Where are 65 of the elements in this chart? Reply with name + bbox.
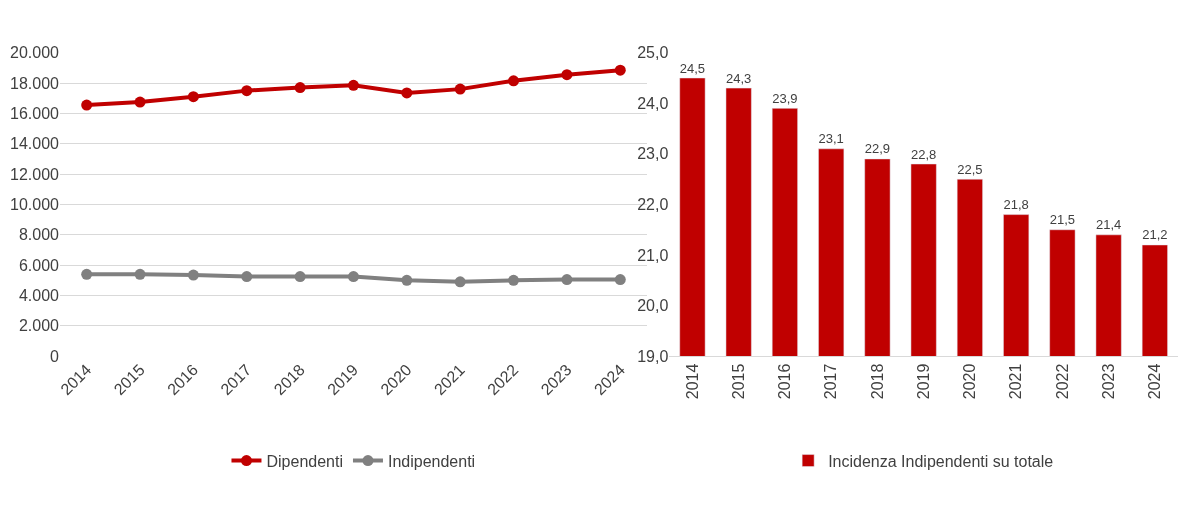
point xyxy=(241,271,253,283)
data-label: 22,9 xyxy=(864,141,891,157)
data-label: 21,4 xyxy=(1095,217,1122,233)
x-tick-label: 2024 xyxy=(1146,363,1164,400)
point xyxy=(187,269,199,281)
data-label: 21,8 xyxy=(1003,197,1029,213)
y-tick-label: 20,0 xyxy=(637,297,669,315)
point xyxy=(294,271,306,283)
point xyxy=(81,99,93,111)
y-tick-label: 8.000 xyxy=(18,226,60,244)
y-tick-label: 12.000 xyxy=(10,165,60,183)
y-tick-label: 23,0 xyxy=(637,145,669,163)
x-tick-label: 2023 xyxy=(1099,363,1117,400)
point xyxy=(614,64,626,76)
point xyxy=(134,96,146,108)
legend-label: Dipendenti xyxy=(266,452,343,470)
y-tick-label: 16.000 xyxy=(10,105,60,122)
x-tick-label: 2017 xyxy=(822,363,840,400)
point xyxy=(187,91,199,103)
point xyxy=(241,85,253,97)
point xyxy=(561,274,573,286)
x-tick-label: 2021 xyxy=(1007,363,1025,400)
y-tick-label: 18.000 xyxy=(10,74,60,92)
point xyxy=(561,69,573,81)
y-tick-label: 21,0 xyxy=(637,246,669,264)
point xyxy=(347,79,359,91)
y-tick-label: 2.000 xyxy=(18,317,60,335)
point xyxy=(294,82,306,94)
data-label: 22,5 xyxy=(957,161,983,177)
legend-label: Indipendenti xyxy=(387,452,476,470)
x-tick-label: 2016 xyxy=(776,363,794,400)
point xyxy=(508,75,520,87)
y-tick-label: 20.000 xyxy=(10,44,60,62)
y-tick-label: 14.000 xyxy=(10,135,60,153)
y-tick-label: 24,0 xyxy=(637,94,669,112)
legend-label: Incidenza Indipendenti su totale xyxy=(828,452,1054,470)
point xyxy=(454,276,466,288)
y-tick-label: 10.000 xyxy=(10,196,60,214)
data-label: 24,5 xyxy=(679,60,706,76)
data-label: 21,5 xyxy=(1049,212,1076,228)
x-tick-label: 2015 xyxy=(729,363,747,400)
point xyxy=(508,274,520,286)
point xyxy=(614,274,626,286)
y-tick-label: 25,0 xyxy=(637,44,669,62)
data-label: 21,2 xyxy=(1142,227,1168,243)
y-tick-label: 6.000 xyxy=(18,256,60,274)
point xyxy=(401,87,413,99)
x-tick-label: 2018 xyxy=(868,363,886,400)
data-label: 23,1 xyxy=(818,131,844,147)
point xyxy=(81,268,93,280)
x-tick-label: 2019 xyxy=(914,363,932,400)
x-tick-label: 2014 xyxy=(683,363,701,400)
point xyxy=(401,274,413,286)
y-tick-label: 22,0 xyxy=(637,196,669,214)
point xyxy=(134,268,146,280)
data-label: 24,3 xyxy=(725,70,752,86)
point xyxy=(347,271,359,283)
y-tick-label: 19,0 xyxy=(637,347,669,365)
x-tick-label: 2020 xyxy=(961,363,979,400)
data-label: 23,9 xyxy=(772,90,798,106)
point xyxy=(454,83,466,95)
y-tick-label: 4.000 xyxy=(18,287,60,305)
y-tick-label: 0 xyxy=(50,347,60,365)
x-tick-label: 2022 xyxy=(1053,363,1071,400)
data-label: 22,8 xyxy=(910,146,937,162)
